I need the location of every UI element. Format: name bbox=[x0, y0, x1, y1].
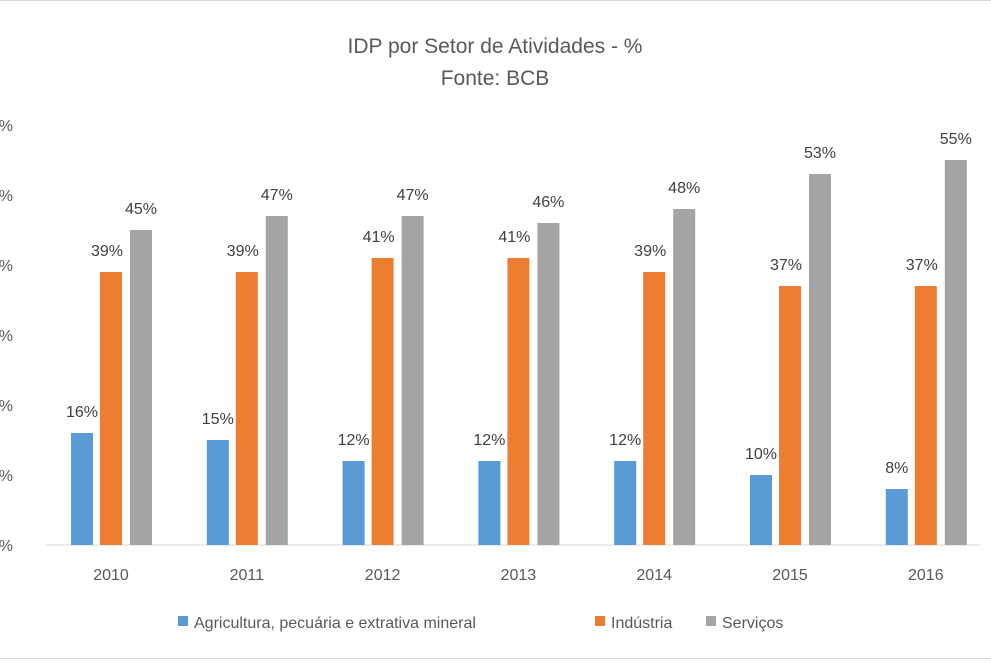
y-tick-label: 10% bbox=[0, 468, 13, 485]
bar-3 bbox=[265, 216, 288, 545]
legend-label: Indústria bbox=[611, 615, 672, 632]
data-label: 12% bbox=[473, 432, 505, 449]
x-tick-label: 2013 bbox=[501, 567, 537, 584]
bar-2 bbox=[779, 286, 801, 545]
data-label: 8% bbox=[885, 460, 908, 477]
x-tick-label: 2011 bbox=[230, 567, 265, 584]
bar-3 bbox=[401, 216, 424, 545]
data-label: 12% bbox=[609, 432, 641, 449]
data-label: 41% bbox=[363, 229, 395, 246]
legend-label: Serviços bbox=[722, 615, 783, 632]
data-label: 47% bbox=[397, 187, 429, 204]
bar-1 bbox=[206, 440, 229, 545]
x-tick-label: 2012 bbox=[365, 567, 401, 584]
data-label: 53% bbox=[804, 145, 836, 162]
data-label: 10% bbox=[745, 446, 777, 463]
bar-1 bbox=[71, 433, 93, 545]
data-label: 47% bbox=[261, 187, 293, 204]
bar-2 bbox=[235, 272, 258, 545]
data-label: 15% bbox=[202, 411, 234, 428]
y-tick-label: 20% bbox=[0, 398, 13, 415]
bar-3 bbox=[537, 223, 560, 545]
bar-2 bbox=[643, 272, 666, 545]
bar-1 bbox=[614, 461, 637, 545]
legend-swatch bbox=[595, 616, 605, 626]
bar-2 bbox=[914, 286, 937, 545]
bar-1 bbox=[750, 475, 772, 545]
bar-1 bbox=[478, 461, 501, 545]
y-tick-label: 50% bbox=[0, 188, 13, 205]
bar-3 bbox=[944, 160, 967, 545]
legend-swatch bbox=[706, 616, 716, 626]
data-label: 12% bbox=[338, 432, 370, 449]
y-tick-label: 40% bbox=[0, 258, 13, 275]
bar-2 bbox=[371, 258, 394, 545]
data-label: 45% bbox=[125, 201, 157, 218]
data-label: 46% bbox=[532, 194, 564, 211]
legend-label: Agricultura, pecuária e extrativa minera… bbox=[194, 615, 476, 632]
data-label: 39% bbox=[91, 243, 123, 260]
bar-3 bbox=[809, 174, 831, 545]
bar-3 bbox=[130, 230, 152, 545]
bar-3 bbox=[673, 209, 696, 545]
x-tick-label: 2010 bbox=[93, 567, 129, 584]
chart-subtitle: Fonte: BCB bbox=[441, 67, 550, 90]
data-label: 48% bbox=[668, 180, 700, 197]
x-tick-label: 2016 bbox=[908, 567, 944, 584]
bar-1 bbox=[885, 489, 908, 545]
x-tick-label: 2015 bbox=[772, 567, 808, 584]
data-label: 37% bbox=[770, 257, 802, 274]
bar-2 bbox=[100, 272, 122, 545]
bar-2 bbox=[507, 258, 530, 545]
data-label: 16% bbox=[66, 404, 98, 421]
data-label: 39% bbox=[634, 243, 666, 260]
data-label: 55% bbox=[940, 131, 972, 148]
data-label: 37% bbox=[906, 257, 938, 274]
y-tick-label: 0% bbox=[0, 538, 13, 555]
x-tick-label: 2014 bbox=[636, 567, 672, 584]
y-tick-label: 30% bbox=[0, 328, 13, 345]
data-label: 39% bbox=[227, 243, 259, 260]
bar-1 bbox=[342, 461, 365, 545]
y-tick-label: 60% bbox=[0, 118, 13, 135]
legend-swatch bbox=[178, 616, 188, 626]
chart-title: IDP por Setor de Atividades - % bbox=[348, 35, 643, 58]
data-label: 41% bbox=[498, 229, 530, 246]
